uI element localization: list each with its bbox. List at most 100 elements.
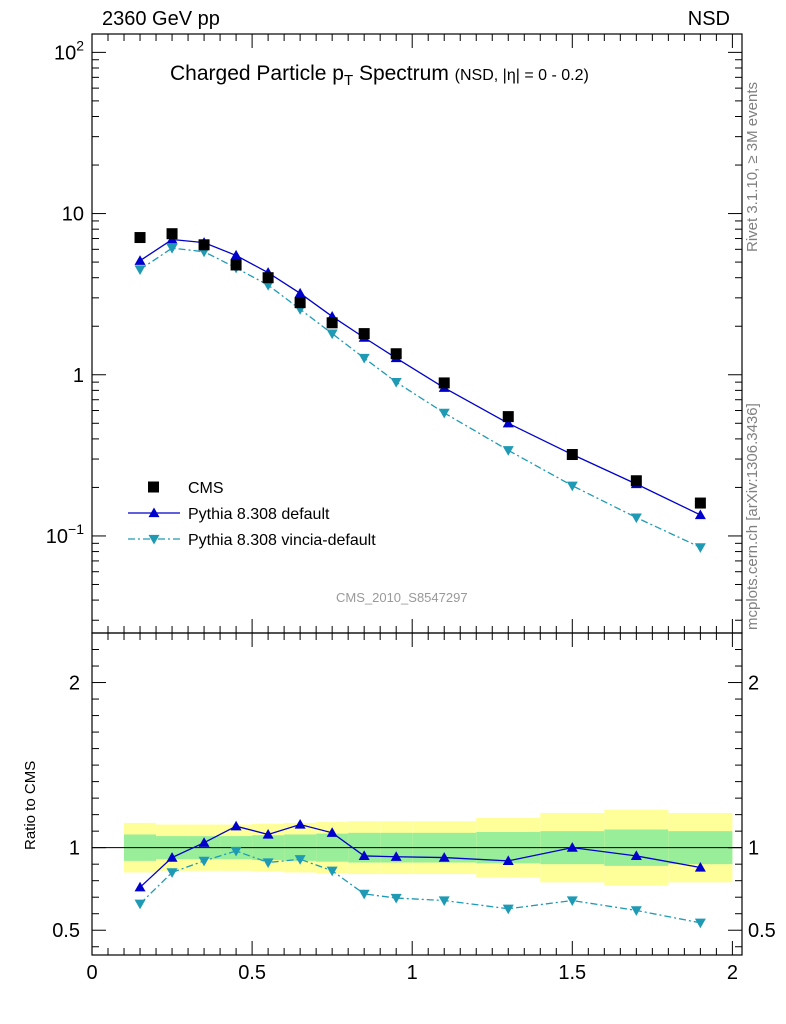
ratio-point-pythia-default xyxy=(134,881,146,892)
source-label: mcplots.cern.ch [arXiv:1306.3436] xyxy=(744,403,761,630)
ratio-point-pythia-vincia xyxy=(438,896,450,907)
point-cms xyxy=(694,497,706,509)
legend-label: Pythia 8.308 vincia-default xyxy=(188,532,376,549)
point-cms xyxy=(358,328,370,340)
ratio-point-pythia-vincia xyxy=(262,858,274,869)
x-tick-label: 1 xyxy=(407,962,418,984)
rivet-version-label: Rivet 3.1.10, ≥ 3M events xyxy=(744,82,761,252)
panel-frames xyxy=(91,33,743,956)
y-tick-label-ratio-right: 2 xyxy=(748,673,759,695)
ratio-point-pythia-default xyxy=(326,827,338,837)
point-pythia-vincia xyxy=(166,244,178,254)
ratio-point-pythia-default xyxy=(566,842,578,852)
point-pythia-default xyxy=(134,255,146,265)
axis-ticks: 10−1 1 10 102 0 0.5 1 1.5 2 0.5 0.5 1 1 2 2 xyxy=(46,34,776,984)
analysis-watermark: CMS_2010_S8547297 xyxy=(336,590,468,605)
point-pythia-vincia xyxy=(694,543,706,553)
point-cms xyxy=(502,411,514,423)
point-cms xyxy=(198,239,210,251)
process-label: NSD xyxy=(687,8,730,30)
y-tick-label-ratio-right: 0.5 xyxy=(748,920,776,942)
point-pythia-default xyxy=(230,249,242,260)
point-pythia-vincia xyxy=(566,481,578,492)
point-pythia-default xyxy=(294,287,306,298)
point-cms xyxy=(230,259,242,271)
ratio-point-pythia-default xyxy=(390,851,402,861)
ratio-point-pythia-vincia xyxy=(230,846,242,857)
point-cms xyxy=(566,449,578,461)
point-cms xyxy=(630,475,642,487)
ratio-point-pythia-vincia xyxy=(134,899,146,910)
ratio-point-pythia-default xyxy=(438,852,450,862)
ratio-point-pythia-vincia xyxy=(294,855,306,865)
y-tick-label-main: 102 xyxy=(54,37,84,64)
y-tick-label-main: 10−1 xyxy=(46,521,84,548)
plot-title: Charged Particle pT Spectrum (NSD, |η| =… xyxy=(170,62,589,89)
point-pythia-vincia xyxy=(358,353,370,364)
y-tick-label-ratio-right: 1 xyxy=(748,838,759,860)
point-pythia-vincia xyxy=(134,265,146,275)
x-tick-label: 0.5 xyxy=(238,962,266,984)
ratio-point-pythia-vincia xyxy=(694,918,706,929)
point-cms xyxy=(438,377,450,389)
point-pythia-default xyxy=(694,509,706,520)
ratio-point-pythia-vincia xyxy=(326,866,338,877)
point-cms xyxy=(294,297,306,309)
y-tick-label-ratio-left: 2 xyxy=(69,673,80,695)
ratio-point-pythia-vincia xyxy=(166,868,178,878)
point-pythia-vincia xyxy=(502,446,514,456)
point-cms xyxy=(134,232,146,244)
ratio-point-pythia-vincia xyxy=(630,906,642,916)
ratio-point-pythia-default xyxy=(502,855,514,866)
ratio-point-pythia-default xyxy=(358,850,370,861)
ratio-point-pythia-default xyxy=(294,819,306,829)
point-cms xyxy=(326,317,338,329)
y-tick-label-main: 1 xyxy=(73,365,84,387)
ratio-point-pythia-default xyxy=(262,828,274,839)
legend-marker-pythia-vincia xyxy=(148,534,160,545)
y-tick-label-ratio-left: 0.5 xyxy=(52,920,80,942)
legend: CMS Pythia 8.308 default Pythia 8.308 vinc… xyxy=(128,480,376,549)
y-tick-label-main: 10 xyxy=(62,204,84,226)
series-line-pythia-default xyxy=(139,238,701,516)
ratio-point-pythia-vincia xyxy=(502,904,514,915)
point-pythia-vincia xyxy=(630,513,642,524)
point-pythia-vincia xyxy=(438,408,450,419)
ratio-point-pythia-default xyxy=(166,852,178,862)
point-pythia-vincia xyxy=(390,378,402,388)
ratio-y-axis-label: Ratio to CMS xyxy=(22,760,39,850)
point-pythia-vincia xyxy=(262,280,274,291)
ratio-line-pythia-default xyxy=(139,823,701,888)
x-tick-label: 2 xyxy=(727,962,738,984)
series-layer xyxy=(134,228,706,929)
ratio-line-pythia-vincia xyxy=(139,850,701,924)
ratio-point-pythia-vincia xyxy=(566,896,578,907)
ratio-point-pythia-default xyxy=(694,861,706,872)
point-cms xyxy=(262,272,274,284)
point-pythia-vincia xyxy=(326,329,338,340)
ratio-panel-frame xyxy=(91,632,743,956)
legend-label: Pythia 8.308 default xyxy=(188,506,330,523)
x-tick-label: 0 xyxy=(86,962,97,984)
legend-marker-cms xyxy=(148,481,159,493)
legend-label: CMS xyxy=(188,480,224,497)
ratio-point-pythia-default xyxy=(630,850,642,861)
ratio-point-pythia-vincia xyxy=(358,889,370,900)
legend-marker-pythia-default xyxy=(148,507,160,518)
ratio-point-pythia-vincia xyxy=(198,856,210,867)
title-main: Charged Particle p xyxy=(170,62,344,85)
ratio-point-pythia-vincia xyxy=(390,893,402,904)
x-tick-label: 1.5 xyxy=(558,962,586,984)
point-pythia-default xyxy=(502,417,514,428)
ratio-point-pythia-default xyxy=(230,820,242,831)
title-subscript: T xyxy=(343,72,354,90)
y-tick-label-ratio-left: 1 xyxy=(69,838,80,860)
ratio-point-pythia-default xyxy=(198,837,210,847)
point-cms xyxy=(390,348,402,360)
energy-label: 2360 GeV pp xyxy=(102,8,220,30)
title-cut: (NSD, |η| = 0 - 0.2) xyxy=(454,67,589,84)
point-cms xyxy=(166,228,178,240)
series-line-pythia-vincia xyxy=(139,247,701,548)
title-main2: Spectrum xyxy=(353,62,449,85)
